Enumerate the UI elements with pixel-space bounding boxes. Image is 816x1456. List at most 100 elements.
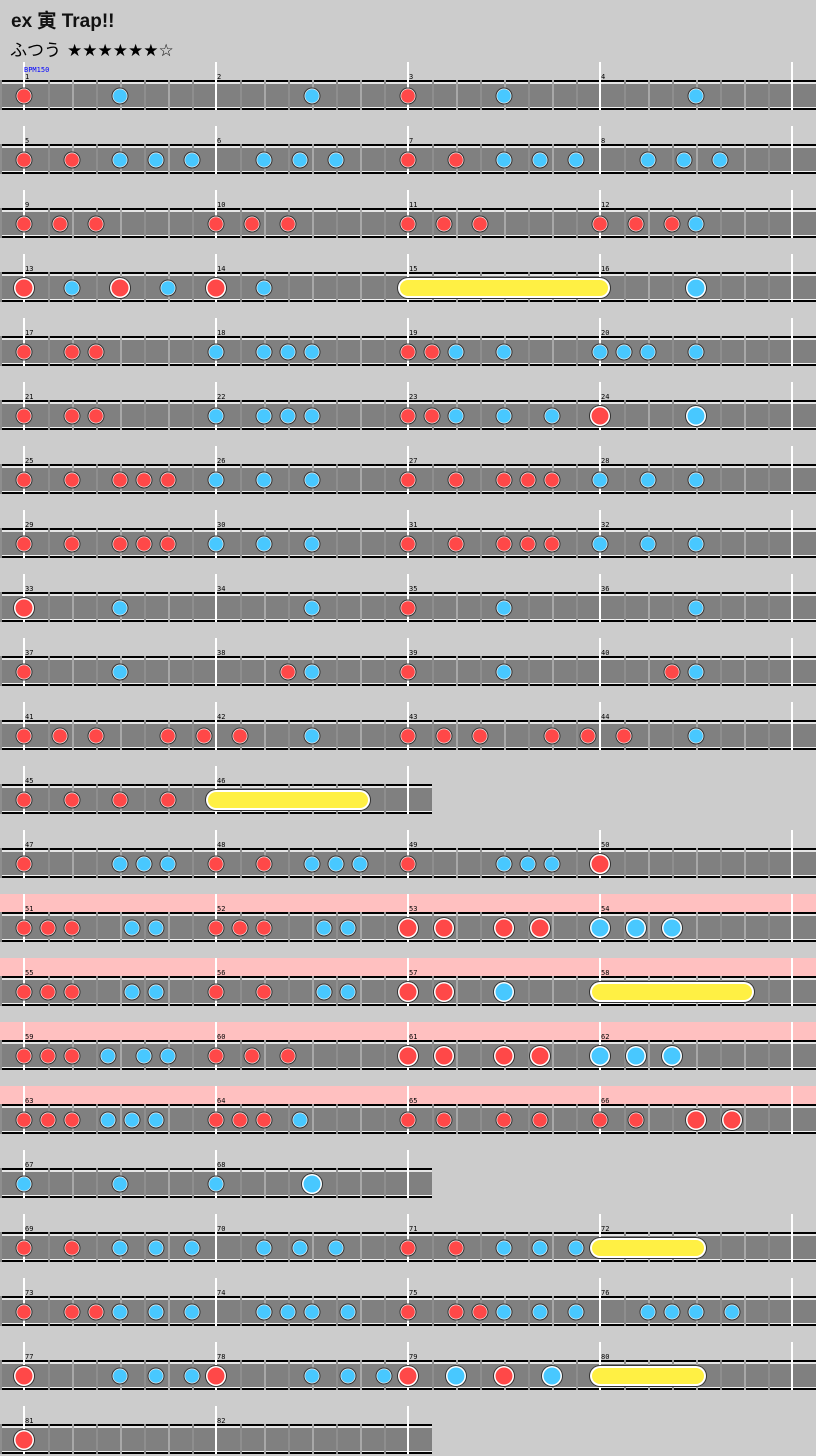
beat-line [648,848,650,878]
measure-number: 70 [217,1225,225,1233]
bar-line [599,1086,601,1134]
beat-line [240,400,242,430]
ka-note-face [497,345,511,359]
ka-note-face [497,153,511,167]
bar-line [791,126,793,174]
bar-line [215,126,217,174]
measure-number: 52 [217,905,225,913]
ka-note-face [305,1305,319,1319]
beat-line [456,848,458,878]
ka-note-face [497,601,511,615]
don-note-face [401,857,415,871]
big-don-note-face [15,599,33,617]
ka-note-face [113,89,127,103]
don-note-face [581,729,595,743]
measure-number: 72 [601,1225,609,1233]
ka-note-face [125,921,139,935]
don-note-face [473,1305,487,1319]
bar-line [23,126,25,174]
beat-line [0,912,2,942]
big-ka-note-face [687,407,705,425]
bar-line [791,62,793,110]
beat-line [768,464,770,494]
big-don-note-face [15,279,33,297]
chart-row: 5 6 7 8 [0,126,816,174]
beat-line [72,208,74,238]
beat-line [768,208,770,238]
beat-line [528,720,530,750]
ka-note-face [641,345,655,359]
bar-line [791,1086,793,1134]
bar-line [23,1086,25,1134]
beat-line [0,592,2,622]
beat-line [72,656,74,686]
bar-line [23,190,25,238]
big-don-note-face [399,983,417,1001]
don-note-face [209,1049,223,1063]
beat-line [288,912,290,942]
ka-note-face [209,1177,223,1191]
beat-line [768,1104,770,1134]
beat-line [720,1296,722,1326]
beat-line [336,592,338,622]
beat-line [240,528,242,558]
beat-line [360,528,362,558]
beat-line [336,912,338,942]
beat-line [192,656,194,686]
big-ka-note-face [627,919,645,937]
beat-line [192,976,194,1006]
beat-line [48,1296,50,1326]
measure-number: 8 [601,137,605,145]
beat-line [144,1360,146,1390]
ka-note-face [293,1113,307,1127]
bar-line [407,766,409,814]
beat-line [312,272,314,302]
bar-line [215,1278,217,1326]
don-note-face [401,1241,415,1255]
don-note-face [41,921,55,935]
beat-line [336,80,338,110]
ka-note-face [281,345,295,359]
beat-line [528,1104,530,1134]
beat-line [768,336,770,366]
beat-line [144,1232,146,1262]
beat-line [336,1424,338,1454]
beat-line [672,848,674,878]
don-note-face [137,537,151,551]
beat-line [0,80,2,110]
ka-note-face [257,153,271,167]
beat-line [384,208,386,238]
beat-line [120,976,122,1006]
bar-line [407,702,409,750]
beat-line [144,80,146,110]
beat-line [384,912,386,942]
beat-line [648,80,650,110]
beat-line [360,1168,362,1198]
ka-note-face [689,537,703,551]
ka-note-face [137,1049,151,1063]
beat-line [192,80,194,110]
beat-line [336,336,338,366]
beat-line [744,208,746,238]
don-note-face [545,473,559,487]
beat-line [576,848,578,878]
beat-line [144,1296,146,1326]
bar-line [215,638,217,686]
beat-line [144,784,146,814]
beat-line [240,336,242,366]
beat-line [72,592,74,622]
beat-line [624,848,626,878]
big-don-note-face [435,919,453,937]
ka-note-face [545,857,559,871]
beat-line [432,592,434,622]
beat-line [144,336,146,366]
beat-line [552,336,554,366]
beat-line [576,720,578,750]
beat-line [360,1296,362,1326]
beat-line [552,592,554,622]
big-don-note-face [399,919,417,937]
ka-note-face [341,1305,355,1319]
don-note-face [449,473,463,487]
beat-line [648,912,650,942]
beat-line [672,1104,674,1134]
